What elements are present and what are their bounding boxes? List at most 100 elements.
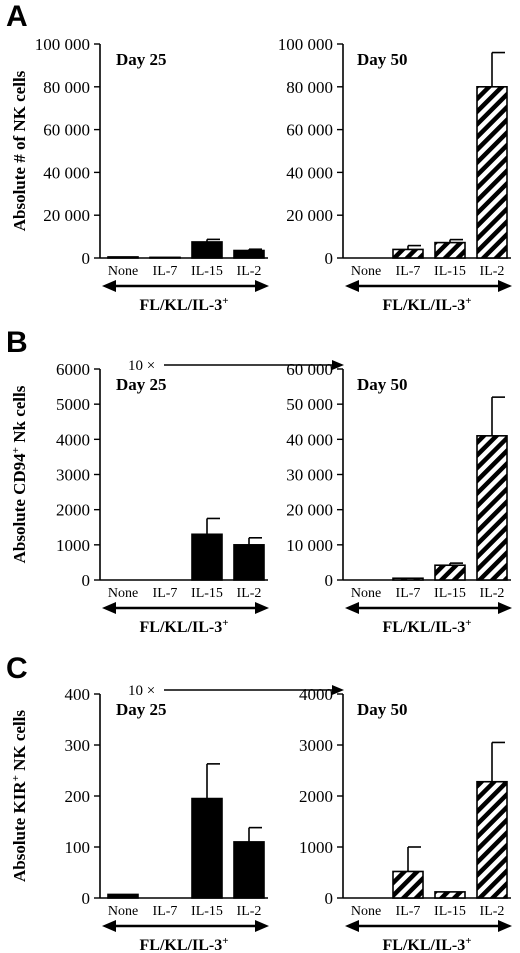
y-tick-label: 6000 (56, 360, 90, 379)
cytokine-label: FL/KL/IL-3+ (383, 295, 472, 314)
y-tick-label: 10 000 (286, 536, 333, 555)
y-tick-label: 4000 (299, 685, 333, 704)
y-tick-label: 0 (82, 889, 91, 908)
bar-il-15 (434, 891, 466, 899)
bar-il-2 (233, 841, 265, 899)
arrow-head-left (345, 920, 359, 932)
y-tick-label: 400 (65, 685, 91, 704)
arrow-head-left (102, 920, 116, 932)
bar-none (107, 256, 139, 259)
day-label: Day 50 (357, 700, 408, 719)
bar-il-7 (392, 577, 424, 581)
cytokine-label: FL/KL/IL-3+ (140, 295, 229, 314)
y-tick-label: 60 000 (43, 121, 90, 140)
y-tick-label: 100 (65, 838, 91, 857)
y-tick-label: 40 000 (286, 430, 333, 449)
category-label: IL-15 (191, 586, 223, 601)
category-label: IL-7 (396, 904, 421, 919)
y-tick-label: 0 (325, 571, 334, 590)
fold-annotation: 10 × (128, 358, 155, 374)
category-label: IL-7 (396, 264, 421, 279)
y-tick-label: 20 000 (286, 206, 333, 225)
y-tick-label: 2000 (299, 787, 333, 806)
category-label: IL-15 (191, 904, 223, 919)
chart-b-day25: 0 1000 2000 3000 4000 5000 6000 None IL-7 IL-15 IL… (10, 358, 344, 636)
bar-il-7 (149, 256, 181, 259)
bar-il-2 (476, 86, 508, 259)
day-label: Day 25 (116, 50, 167, 69)
y-tick-label: 2000 (56, 501, 90, 520)
fold-arrow-head (332, 685, 344, 695)
category-label: IL-2 (237, 586, 262, 601)
bar-il-2 (476, 435, 508, 581)
y-tick-label: 3000 (56, 466, 90, 485)
bar-il-2 (233, 544, 265, 581)
bar-il-15 (434, 241, 466, 259)
y-tick-label: 80 000 (43, 78, 90, 97)
category-label: IL-15 (434, 586, 466, 601)
fold-arrow-head (332, 360, 344, 370)
y-tick-label: 300 (65, 736, 91, 755)
y-tick-label: 3000 (299, 736, 333, 755)
panel-letter-a: A (6, 0, 28, 33)
category-label: IL-2 (480, 264, 505, 279)
cytokine-label: FL/KL/IL-3+ (383, 617, 472, 636)
y-tick-label: 30 000 (286, 466, 333, 485)
chart-a-day25: 0 20 000 40 000 60 000 80 000 100 000 None IL-7… (10, 35, 269, 314)
cytokine-label: FL/KL/IL-3+ (383, 935, 472, 953)
bar-il-7 (392, 870, 424, 899)
day-label: Day 50 (357, 50, 408, 69)
fold-annotation: 10 × (128, 683, 155, 699)
bar-il-2 (233, 249, 265, 259)
y-tick-label: 0 (325, 889, 334, 908)
category-label: IL-7 (153, 904, 178, 919)
category-label: None (108, 904, 138, 919)
day-label: Day 25 (116, 375, 167, 394)
category-label: IL-2 (237, 904, 262, 919)
bar-il-15 (191, 533, 223, 581)
category-label: None (351, 586, 381, 601)
bar-il-7 (392, 248, 424, 259)
arrow-head-left (345, 280, 359, 292)
category-label: None (351, 264, 381, 279)
bar-il-15 (191, 241, 223, 259)
y-tick-label: 60 000 (286, 360, 333, 379)
bar-il-15 (434, 564, 466, 581)
category-label: None (108, 264, 138, 279)
chart-c-day50: 0 1000 2000 3000 4000 None IL-7 IL-15 IL-2 Day 50… (299, 685, 512, 953)
arrow-head-right (498, 280, 512, 292)
chart-a-day50: 0 20 000 40 000 60 000 80 000 100 000 None IL-7… (278, 35, 512, 314)
chart-b-day50: 0 10 000 20 000 30 000 40 000 50 000 60 000 Non… (286, 360, 512, 636)
category-label: IL-15 (434, 904, 466, 919)
category-label: IL-15 (191, 264, 223, 279)
category-label: IL-7 (153, 586, 178, 601)
category-label: None (351, 904, 381, 919)
cytokine-label: FL/KL/IL-3+ (140, 617, 229, 636)
arrow-head-right (255, 602, 269, 614)
arrow-head-right (255, 920, 269, 932)
category-label: IL-2 (480, 586, 505, 601)
y-tick-label: 0 (82, 571, 91, 590)
y-tick-label: 5000 (56, 395, 90, 414)
panel-letter-c: C (6, 652, 28, 685)
day-label: Day 25 (116, 700, 167, 719)
y-tick-label: 1000 (56, 536, 90, 555)
y-tick-label: 4000 (56, 430, 90, 449)
category-label: IL-2 (237, 264, 262, 279)
arrow-head-right (498, 602, 512, 614)
y-tick-label: 20 000 (286, 501, 333, 520)
arrow-head-left (102, 602, 116, 614)
chart-c-day25: 0 100 200 300 400 None IL-7 IL-15 IL-2 Day 25 FL/K… (10, 683, 344, 953)
y-tick-label: 60 000 (286, 121, 333, 140)
bar-none (107, 893, 139, 899)
cytokine-label: FL/KL/IL-3+ (140, 935, 229, 953)
y-tick-label: 0 (82, 249, 91, 268)
category-label: IL-7 (153, 264, 178, 279)
arrow-head-left (102, 280, 116, 292)
y-axis-label: Absolute # of NK cells (10, 70, 29, 231)
y-tick-label: 50 000 (286, 395, 333, 414)
arrow-head-left (345, 602, 359, 614)
arrow-head-right (255, 280, 269, 292)
bar-il-15 (191, 797, 223, 899)
category-label: IL-15 (434, 264, 466, 279)
